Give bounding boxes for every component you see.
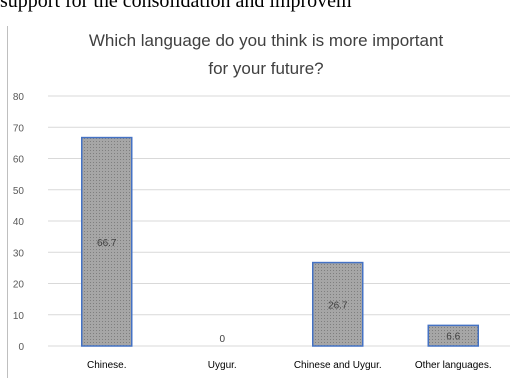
x-category-label: Chinese and Uygur. bbox=[294, 360, 382, 371]
y-tick-label: 20 bbox=[13, 280, 25, 291]
y-tick-label: 80 bbox=[13, 92, 25, 103]
data-label: 0 bbox=[219, 334, 225, 345]
bars bbox=[81, 136, 479, 347]
y-axis-tick-labels: 0 10 20 30 40 50 60 70 80 bbox=[13, 92, 25, 353]
x-category-label: Uygur. bbox=[208, 360, 237, 371]
bar bbox=[312, 261, 364, 347]
data-labels: 66.7 0 26.7 6.6 bbox=[97, 238, 461, 345]
y-tick-label: 0 bbox=[18, 342, 24, 353]
x-category-label: Chinese. bbox=[87, 360, 126, 371]
chart-title-line-1: Which language do you think is more impo… bbox=[89, 31, 444, 50]
y-tick-label: 30 bbox=[13, 248, 25, 259]
bar bbox=[427, 324, 479, 347]
y-tick-label: 60 bbox=[13, 155, 25, 166]
chart-title-line-2: for your future? bbox=[208, 59, 323, 78]
data-label: 26.7 bbox=[328, 300, 348, 311]
document-text-fragment: support for the consolidation and improv… bbox=[0, 0, 352, 12]
data-label: 66.7 bbox=[97, 238, 117, 249]
x-category-label: Other languages. bbox=[415, 360, 492, 371]
page-left-border bbox=[7, 26, 8, 378]
y-tick-label: 70 bbox=[13, 123, 25, 134]
data-label: 6.6 bbox=[446, 332, 460, 343]
x-axis-category-labels: Chinese. Uygur. Chinese and Uygur. Other la… bbox=[87, 360, 492, 371]
y-tick-label: 40 bbox=[13, 217, 25, 228]
y-tick-label: 50 bbox=[13, 186, 25, 197]
y-tick-label: 10 bbox=[13, 311, 25, 322]
chart-title: Which language do you think is more impo… bbox=[89, 31, 444, 78]
bar bbox=[81, 136, 133, 347]
